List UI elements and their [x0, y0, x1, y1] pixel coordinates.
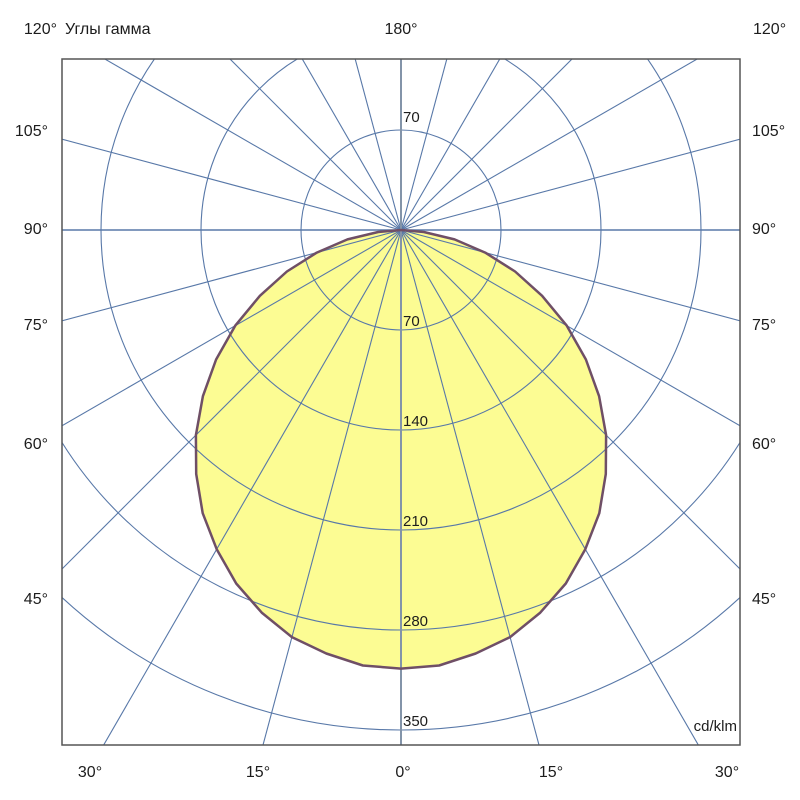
polar-grid-ray [62, 138, 402, 231]
polar-grid-ray [400, 229, 699, 745]
polar-grid-ray [301, 59, 402, 231]
polar-grid-ray [103, 229, 402, 745]
intensity-curve-outline [194, 228, 608, 670]
polar-grid-ray [400, 138, 740, 231]
gamma-angle-label-bottom: 0° [395, 764, 411, 781]
polar-grid-ray [262, 229, 402, 745]
gamma-angle-label-right: 75° [752, 317, 777, 334]
polar-grid-ray [400, 229, 740, 570]
corner-angle-label-top-right: 120° [753, 21, 787, 38]
gamma-angle-label-bottom: 30° [714, 764, 740, 781]
polar-grid-ray [400, 59, 501, 231]
gamma-angle-label-left: 45° [23, 591, 48, 608]
polar-grid-ray [400, 229, 540, 745]
gamma-angle-label-right: 60° [752, 436, 777, 453]
radial-tick-label: 210 [403, 513, 428, 530]
gamma-angle-label-left: 105° [14, 123, 48, 140]
polar-grid-ray [400, 229, 740, 427]
polar-grid-ray [229, 59, 402, 231]
gamma-angle-label-bottom: 30° [77, 764, 103, 781]
gamma-angle-label-bottom: 15° [245, 764, 271, 781]
corner-angle-label-top-left: 120° [23, 21, 57, 38]
polar-grid-ray [354, 59, 402, 231]
radial-unit-label: cd/klm [693, 718, 737, 735]
polar-grid-ray [400, 59, 699, 231]
radial-tick-label: 280 [403, 613, 428, 630]
gamma-angle-label-right: 105° [752, 123, 786, 140]
polar-grid-ray [62, 229, 402, 570]
gamma-angle-label-right: 90° [752, 221, 777, 238]
polar-grid-ray [400, 229, 740, 322]
gamma-angle-label-bottom: 15° [538, 764, 564, 781]
polar-grid-ray [400, 59, 448, 231]
top-angle-label-180: 180° [384, 21, 418, 38]
polar-grid-ray [62, 229, 402, 322]
radial-tick-label: 350 [403, 713, 428, 730]
gamma-angle-label-left: 75° [23, 317, 48, 334]
gamma-angle-label-left: 90° [23, 221, 48, 238]
polar-grid-ray [400, 59, 573, 231]
radial-tick-label: 70 [403, 109, 420, 126]
radial-tick-label: 140 [403, 413, 428, 430]
chart-title: Углы гамма [65, 21, 151, 38]
polar-grid-ray [62, 229, 402, 427]
gamma-angle-label-right: 45° [752, 591, 777, 608]
polar-grid-ray [103, 59, 402, 231]
gamma-angle-label-left: 60° [23, 436, 48, 453]
plot-frame [61, 58, 741, 746]
radial-tick-label: 70 [403, 313, 420, 330]
